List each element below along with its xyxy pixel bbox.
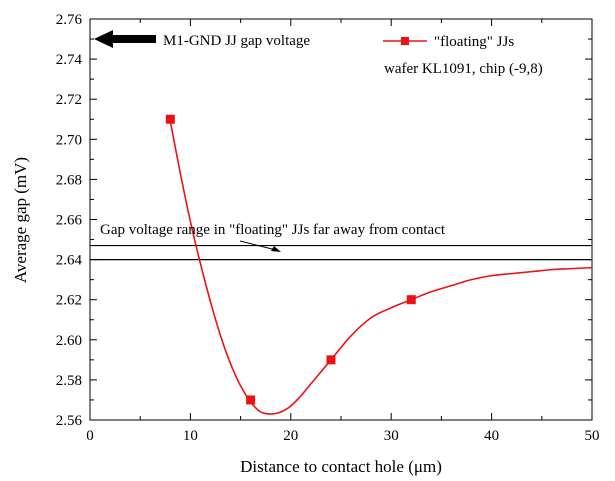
x-tick-label: 0 (86, 428, 94, 444)
gap-voltage-annotation: M1-GND JJ gap voltage (94, 30, 310, 49)
x-tick-label: 30 (384, 428, 399, 444)
x-tick-label: 50 (585, 428, 600, 444)
y-axis-ticks: 2.56 2.58 2.60 2.62 2.64 2.66 2.68 2.70 2.72 2.74… (56, 12, 592, 429)
y-tick-label: 2.74 (56, 52, 83, 68)
y-tick-label: 2.58 (56, 373, 82, 389)
plot-area: 0 10 20 30 40 50 2.56 2.58 2.60 2.62 2.64 2.66 2.68… (56, 12, 600, 444)
x-tick-label: 10 (183, 428, 198, 444)
data-point-marker (406, 295, 416, 305)
y-tick-label: 2.76 (56, 12, 83, 28)
fit-curve-line (169, 121, 593, 415)
y-tick-label: 2.56 (56, 413, 83, 429)
x-axis-label: Distance to contact hole (μm) (240, 457, 442, 476)
gap-voltage-label: M1-GND JJ gap voltage (163, 33, 310, 49)
y-tick-label: 2.64 (56, 253, 83, 269)
y-tick-label: 2.72 (56, 92, 82, 108)
range-annotation: Gap voltage range in "floating" JJs far … (100, 222, 446, 252)
range-pointer-line (239, 240, 277, 251)
y-tick-label: 2.62 (56, 293, 82, 309)
x-tick-label: 20 (283, 428, 298, 444)
x-tick-label: 40 (484, 428, 499, 444)
y-axis-label: Average gap (mV) (11, 157, 30, 283)
legend-wafer-label: wafer KL1091, chip (-9,8) (384, 61, 543, 77)
range-label: Gap voltage range in "floating" JJs far … (100, 222, 446, 238)
data-point-marker (165, 114, 175, 124)
legend-series-label: "floating" JJs (434, 34, 514, 50)
data-markers (165, 114, 416, 405)
x-axis-ticks: 0 10 20 30 40 50 (86, 19, 600, 444)
y-tick-label: 2.66 (56, 213, 83, 229)
range-pointer-arrowhead-icon (271, 246, 281, 252)
data-point-marker (246, 395, 256, 405)
left-arrow-icon (94, 30, 156, 48)
y-tick-label: 2.60 (56, 333, 82, 349)
legend: "floating" JJs wafer KL1091, chip (-9,8) (383, 34, 543, 77)
legend-marker-swatch (401, 37, 409, 45)
y-tick-label: 2.68 (56, 172, 82, 188)
plot-frame (89, 18, 593, 421)
data-point-marker (326, 355, 336, 365)
reference-lines (90, 244, 592, 261)
y-tick-label: 2.70 (56, 132, 82, 148)
